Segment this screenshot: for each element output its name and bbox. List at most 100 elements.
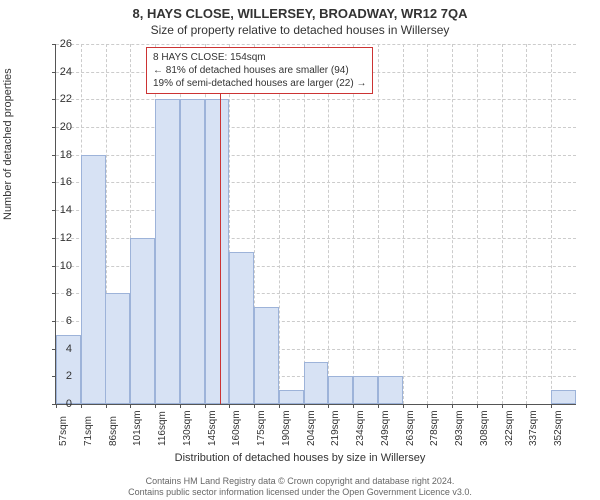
gridline-v (502, 44, 503, 404)
xtick-label: 175sqm (256, 410, 267, 446)
gridline-v (328, 44, 329, 404)
xtick-mark (353, 404, 354, 408)
xtick-label: 278sqm (429, 410, 440, 446)
ytick-label: 20 (42, 121, 72, 133)
gridline-v (378, 44, 379, 404)
chart-container: 8, HAYS CLOSE, WILLERSEY, BROADWAY, WR12… (0, 0, 600, 500)
plot-box: 8 HAYS CLOSE: 154sqm← 81% of detached ho… (55, 44, 576, 405)
xtick-label: 160sqm (231, 410, 242, 446)
xtick-label: 352sqm (553, 410, 564, 446)
xtick-mark (279, 404, 280, 408)
xtick-label: 322sqm (504, 410, 515, 446)
histogram-bar (551, 390, 576, 404)
gridline-v (551, 44, 552, 404)
gridline-v (403, 44, 404, 404)
ytick-label: 22 (42, 93, 72, 105)
ytick-label: 24 (42, 66, 72, 78)
xtick-mark (551, 404, 552, 408)
xtick-label: 263sqm (405, 410, 416, 446)
xtick-mark (254, 404, 255, 408)
x-axis-label: Distribution of detached houses by size … (0, 452, 600, 464)
gridline-h (56, 127, 576, 128)
xtick-label: 219sqm (330, 410, 341, 446)
gridline-v (427, 44, 428, 404)
xtick-label: 249sqm (380, 410, 391, 446)
histogram-bar (254, 307, 279, 404)
gridline-v (526, 44, 527, 404)
ytick-label: 6 (42, 315, 72, 327)
xtick-label: 293sqm (454, 410, 465, 446)
ytick-label: 12 (42, 232, 72, 244)
xtick-mark (81, 404, 82, 408)
xtick-label: 116sqm (157, 411, 168, 446)
xtick-mark (427, 404, 428, 408)
marker-line (220, 94, 221, 404)
xtick-mark (477, 404, 478, 408)
gridline-h (56, 210, 576, 211)
histogram-bar (180, 99, 205, 404)
histogram-bar (155, 99, 180, 404)
ytick-label: 4 (42, 343, 72, 355)
annotation-line2: ← 81% of detached houses are smaller (94… (153, 64, 366, 77)
histogram-bar (105, 293, 130, 404)
xtick-mark (452, 404, 453, 408)
ytick-label: 14 (42, 204, 72, 216)
xtick-label: 204sqm (306, 410, 317, 446)
chart-plot-area: 8 HAYS CLOSE: 154sqm← 81% of detached ho… (55, 44, 575, 404)
xtick-label: 57sqm (58, 416, 69, 446)
chart-subtitle: Size of property relative to detached ho… (0, 21, 600, 37)
gridline-v (477, 44, 478, 404)
annotation-line3: 19% of semi-detached houses are larger (… (153, 77, 366, 90)
gridline-v (353, 44, 354, 404)
xtick-mark (328, 404, 329, 408)
xtick-label: 71sqm (83, 416, 94, 446)
ytick-label: 8 (42, 287, 72, 299)
xtick-mark (526, 404, 527, 408)
histogram-bar (304, 362, 329, 404)
y-axis-label: Number of detached properties (2, 68, 14, 220)
xtick-label: 308sqm (479, 410, 490, 446)
xtick-label: 86sqm (108, 416, 119, 446)
gridline-h (56, 155, 576, 156)
xtick-label: 145sqm (207, 410, 218, 446)
histogram-bar (130, 238, 155, 404)
xtick-mark (205, 404, 206, 408)
xtick-mark (229, 404, 230, 408)
histogram-bar (378, 376, 403, 404)
gridline-v (304, 44, 305, 404)
histogram-bar (205, 99, 230, 404)
ytick-label: 2 (42, 370, 72, 382)
gridline-h (56, 99, 576, 100)
annotation-line1: 8 HAYS CLOSE: 154sqm (153, 51, 366, 64)
xtick-mark (403, 404, 404, 408)
xtick-mark (130, 404, 131, 408)
ytick-label: 18 (42, 149, 72, 161)
gridline-v (279, 44, 280, 404)
histogram-bar (81, 155, 106, 404)
xtick-label: 130sqm (182, 410, 193, 446)
ytick-label: 26 (42, 38, 72, 50)
chart-title-address: 8, HAYS CLOSE, WILLERSEY, BROADWAY, WR12… (0, 0, 600, 21)
xtick-label: 101sqm (132, 410, 143, 446)
xtick-mark (502, 404, 503, 408)
xtick-label: 337sqm (528, 410, 539, 446)
histogram-bar (353, 376, 378, 404)
histogram-bar (328, 376, 353, 404)
xtick-mark (304, 404, 305, 408)
gridline-h (56, 44, 576, 45)
ytick-label: 10 (42, 260, 72, 272)
annotation-box: 8 HAYS CLOSE: 154sqm← 81% of detached ho… (146, 47, 373, 94)
gridline-h (56, 182, 576, 183)
xtick-mark (378, 404, 379, 408)
footer-attribution: Contains HM Land Registry data © Crown c… (0, 476, 600, 498)
ytick-label: 16 (42, 176, 72, 188)
gridline-v (452, 44, 453, 404)
xtick-mark (106, 404, 107, 408)
footer-line2: Contains public sector information licen… (0, 487, 600, 498)
xtick-label: 190sqm (281, 410, 292, 446)
histogram-bar (279, 390, 304, 404)
xtick-mark (180, 404, 181, 408)
xtick-mark (155, 404, 156, 408)
ytick-label: 0 (42, 398, 72, 410)
histogram-bar (229, 252, 254, 404)
